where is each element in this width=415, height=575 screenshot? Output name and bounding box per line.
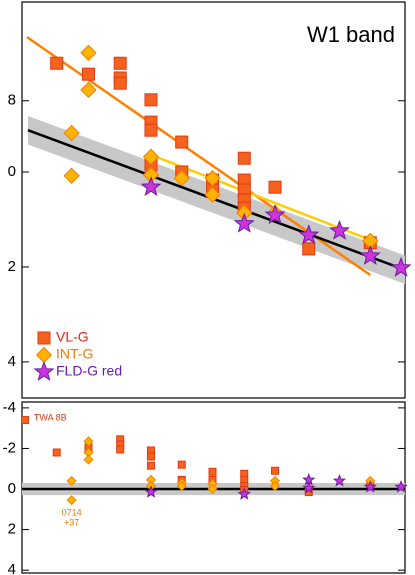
diamond-marker: [80, 81, 97, 98]
square-marker: [37, 331, 51, 345]
annotation: 0714: [62, 508, 82, 518]
diamond-marker: [66, 495, 77, 506]
top-frame: [21, 1, 406, 399]
legend-label: INT-G: [56, 346, 93, 362]
diamond-marker: [83, 454, 94, 465]
star-marker: [329, 219, 350, 240]
square-marker: [50, 56, 64, 70]
diamond-marker: [66, 475, 77, 486]
diamond-marker: [269, 480, 281, 492]
square-marker: [116, 445, 125, 454]
y-tick-label: 0: [8, 480, 16, 497]
square-marker: [144, 123, 158, 137]
diamond-marker: [176, 480, 187, 492]
square-marker: [237, 151, 251, 165]
star-marker: [298, 224, 320, 245]
star-marker: [264, 204, 286, 225]
star-marker: [359, 244, 381, 265]
diamond-marker: [204, 186, 221, 203]
y-tick-label: 2: [8, 258, 16, 275]
square-marker: [208, 467, 217, 476]
legend-label: FLD-G red: [56, 363, 122, 379]
diamond-marker: [173, 170, 190, 187]
fit-line: [27, 129, 406, 271]
diamond-marker: [83, 436, 94, 447]
square-marker: [177, 460, 186, 469]
y-tick-label: 8: [8, 92, 16, 109]
square-marker: [113, 56, 127, 70]
star-marker: [390, 256, 412, 277]
square-marker: [146, 452, 155, 461]
diamond-marker: [207, 483, 218, 495]
y-tick-label: 4: [8, 561, 16, 575]
diamond-marker: [204, 170, 221, 187]
star-marker: [233, 212, 255, 233]
star-marker: [33, 360, 55, 381]
star-marker: [363, 479, 377, 493]
diamond-marker: [35, 346, 53, 364]
star-marker: [302, 480, 316, 494]
square-marker: [268, 180, 282, 194]
annotation: TWA 8B: [34, 412, 67, 422]
square-marker: [146, 461, 155, 470]
star-marker: [144, 485, 158, 498]
annotation: +37: [64, 518, 79, 528]
diamond-marker: [80, 44, 97, 61]
legend-label: VL-G: [56, 329, 89, 345]
chart-title: W1 band: [307, 22, 395, 47]
star-marker: [394, 479, 408, 493]
square-marker: [52, 448, 61, 457]
y-tick-label: -4: [3, 399, 16, 416]
square-marker: [302, 242, 316, 256]
diamond-marker: [63, 124, 80, 142]
star-marker: [237, 487, 251, 500]
y-tick-label: -2: [3, 439, 16, 456]
y-tick-label: 0: [8, 163, 16, 180]
square-marker: [20, 416, 29, 425]
square-marker: [175, 135, 189, 149]
star-marker: [140, 176, 162, 197]
diamond-marker: [142, 148, 160, 165]
square-marker: [271, 466, 280, 475]
diamond-marker: [63, 167, 80, 184]
star-marker: [332, 473, 347, 487]
square-marker: [144, 93, 158, 107]
square-marker: [113, 76, 127, 90]
y-tick-label: 2: [8, 521, 16, 538]
y-tick-label: 4: [8, 353, 16, 370]
square-marker: [81, 67, 95, 81]
